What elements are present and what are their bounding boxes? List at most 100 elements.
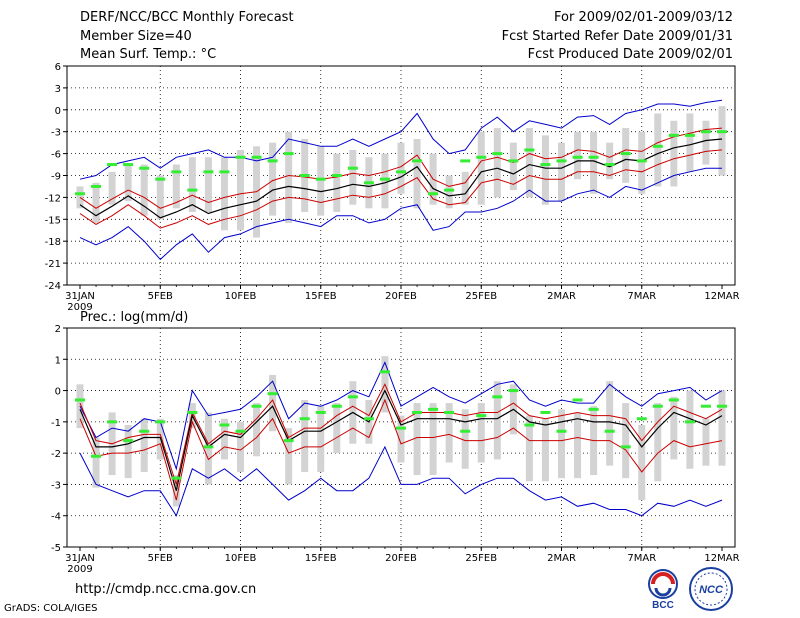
- prec-observed-mark: [107, 420, 118, 424]
- temp-observed-mark: [717, 130, 727, 134]
- prec-observed-mark: [331, 404, 342, 408]
- prec-spread-box: [638, 424, 646, 501]
- prec-observed-mark: [684, 420, 695, 424]
- prec-observed-mark: [700, 404, 711, 408]
- temp-spread-box: [188, 157, 196, 212]
- temp-observed-mark: [620, 152, 631, 156]
- temp-xtick-label: 2MAR: [547, 291, 576, 302]
- prec-observed-mark: [540, 410, 551, 414]
- prec-observed-mark: [299, 417, 310, 421]
- temp-observed-mark: [476, 155, 487, 159]
- temp-spread-box: [654, 113, 662, 187]
- temp-spread-box: [590, 131, 598, 194]
- temp-max-line: [79, 99, 723, 180]
- prec-observed-mark: [283, 439, 294, 443]
- temp-spread-box: [317, 146, 325, 216]
- prec-min-line: [79, 445, 723, 517]
- temp-xtick-label: 31JAN: [65, 291, 95, 302]
- prec-spread-box: [124, 424, 132, 479]
- prec-observed-mark: [492, 395, 503, 399]
- prec-spread-box: [285, 428, 293, 485]
- prec-max-line: [79, 361, 723, 471]
- temp-observed-mark: [588, 155, 599, 159]
- temp-spread-box: [477, 131, 485, 205]
- temp-xtick-label: 10FEB: [225, 291, 257, 302]
- prec-observed-mark: [604, 429, 615, 433]
- temp-spread-box: [413, 139, 421, 209]
- prec-spread-box: [333, 403, 341, 454]
- prec-mean-line: [79, 389, 723, 491]
- prec-title: Prec.: log(mm/d): [80, 310, 188, 325]
- bcc-logo-text: BCC: [652, 600, 674, 610]
- temp-spread-box: [349, 149, 357, 205]
- prec-spread-box: [397, 415, 405, 463]
- temp-spread-box: [702, 120, 710, 165]
- prec-observed-mark: [123, 439, 134, 443]
- prec-observed-mark: [139, 429, 150, 433]
- prec-xtick-label: 31JAN: [65, 553, 95, 564]
- prec-xtick-label: 12MAR: [704, 553, 739, 564]
- temp-observed-mark: [444, 188, 455, 192]
- temp-observed-mark: [540, 163, 551, 167]
- temp-spread-box: [92, 182, 100, 223]
- temp-observed-mark: [572, 155, 583, 159]
- prec-xtick-label: 5FEB: [148, 553, 173, 564]
- prec-ytick-label: 1: [55, 355, 61, 366]
- prec-observed-mark: [572, 398, 583, 402]
- prec-observed-mark: [251, 404, 262, 408]
- prec-observed-mark: [508, 389, 519, 393]
- temp-observed-mark: [556, 159, 567, 163]
- prec-observed-mark: [315, 410, 326, 414]
- temp-observed-mark: [219, 170, 230, 174]
- prec-spread-box: [301, 399, 309, 472]
- prec-observed-mark: [588, 407, 599, 411]
- temp-observed-mark: [91, 184, 102, 188]
- temp-observed-mark: [508, 159, 519, 163]
- temp-ytick-label: 3: [55, 84, 61, 95]
- bcc-logo-icon: BCC: [648, 569, 678, 610]
- temp-xtick-label: 15FEB: [305, 291, 337, 302]
- temp-ytick-label: -24: [45, 281, 61, 292]
- prec-plus-std-line: [79, 383, 723, 487]
- prec-observed-mark: [412, 410, 423, 414]
- temp-spread-box: [381, 153, 389, 209]
- prec-observed-mark: [267, 392, 278, 396]
- ncc-logo-icon: NCC: [689, 567, 733, 611]
- temp-spread-box: [220, 157, 228, 231]
- prec-observed-mark: [620, 445, 631, 449]
- prec-spread-box: [574, 412, 582, 479]
- temp-observed-mark: [299, 174, 310, 177]
- prec-spread-box: [140, 418, 148, 472]
- temp-ytick-label: -18: [45, 237, 61, 248]
- temp-spread-box: [493, 128, 501, 198]
- prec-observed-mark: [75, 398, 85, 402]
- prec-spread-box: [493, 381, 501, 460]
- footer-url[interactable]: http://cmdp.ncc.cma.gov.cn: [75, 582, 257, 597]
- temp-observed-mark: [412, 159, 423, 163]
- prec-spread-box: [654, 403, 662, 482]
- prec-xtick-label: 7MAR: [627, 553, 656, 564]
- temp-observed-mark: [428, 192, 439, 196]
- prec-spread-box: [718, 390, 726, 466]
- prec-spread-box: [477, 403, 485, 463]
- grads-credit: GrADS: COLA/IGES: [4, 603, 98, 614]
- prec-spread-box: [702, 418, 710, 466]
- prec-ytick-label: -5: [51, 543, 61, 554]
- prec-observed-mark: [396, 426, 406, 430]
- temp-observed-mark: [636, 159, 647, 163]
- prec-observed-mark: [187, 410, 198, 414]
- temp-spread-box: [445, 175, 453, 209]
- prec-observed-mark: [476, 414, 487, 418]
- temp-plus-std-line: [79, 127, 723, 209]
- temp-observed-mark: [171, 170, 182, 174]
- prec-ytick-label: -3: [51, 480, 61, 491]
- chart-title: DERF/NCC/BCC Monthly Forecast: [80, 10, 294, 25]
- temp-observed-mark: [379, 177, 390, 181]
- prec-xtick-label: 2MAR: [547, 553, 576, 564]
- prec-observed-mark: [171, 476, 182, 480]
- temp-xtick-sublabel: 2009: [67, 302, 92, 313]
- temp-observed-mark: [123, 163, 134, 167]
- prec-spread-box: [686, 390, 694, 469]
- temp-ytick-label: -12: [45, 193, 61, 204]
- temp-observed-mark: [460, 159, 471, 163]
